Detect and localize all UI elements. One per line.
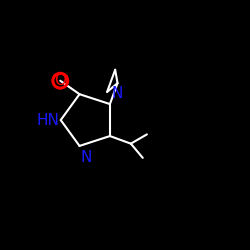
Text: N: N: [112, 86, 123, 101]
Text: N: N: [81, 150, 92, 165]
Text: O: O: [54, 73, 66, 88]
Text: HN: HN: [36, 112, 60, 128]
